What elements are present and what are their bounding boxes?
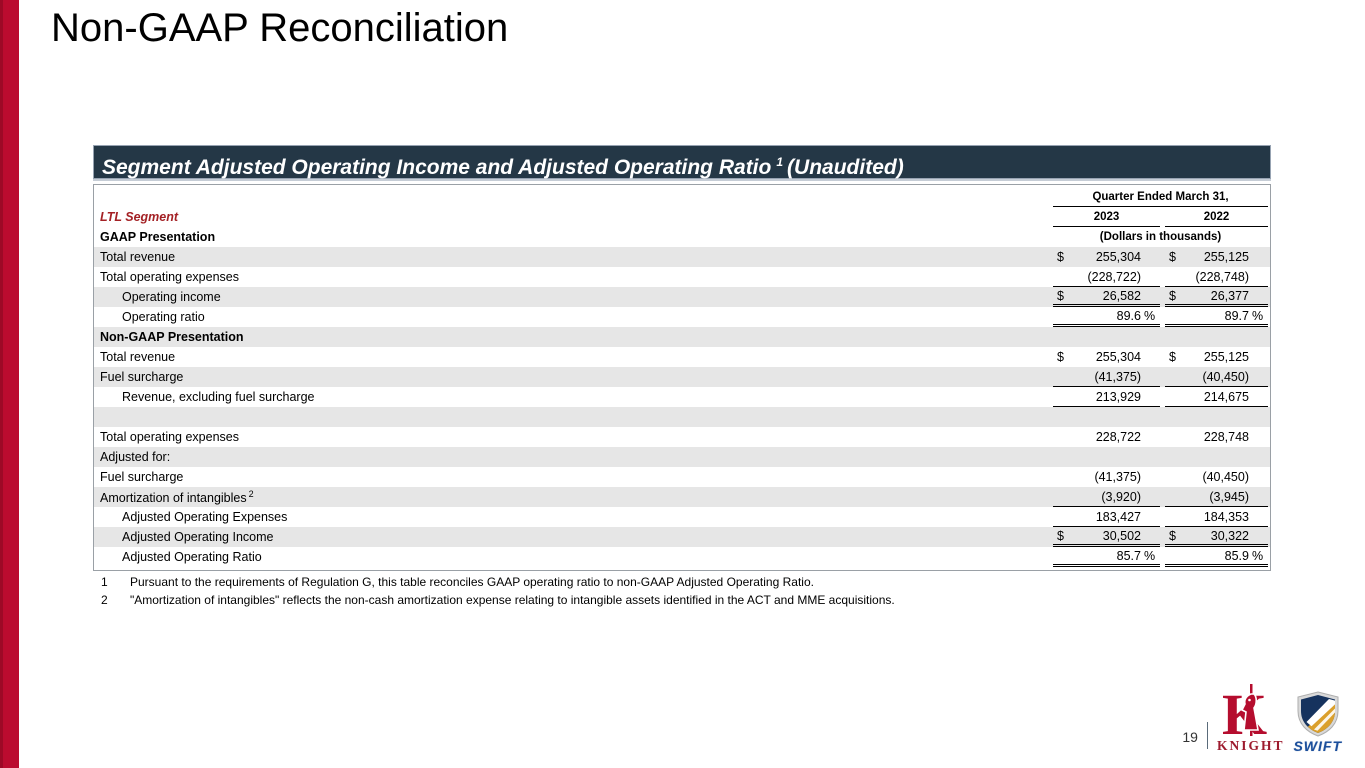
cell-2022	[1165, 327, 1268, 347]
table-row: Total revenue $255,304 $255,125	[94, 247, 1270, 267]
cell-2023: 183,427	[1053, 507, 1160, 527]
knight-logo: K KNIGHT	[1217, 684, 1285, 754]
cell-2022: 228,748	[1203, 430, 1249, 444]
table-row: Adjusted for:	[94, 447, 1270, 467]
row-label: Non-GAAP Presentation	[100, 330, 244, 344]
cell-2022: $30,322	[1165, 527, 1268, 547]
row-label: Operating ratio	[122, 310, 205, 324]
table-row: Adjusted Operating Ratio 85.7% 85.9%	[94, 547, 1270, 567]
knight-icon: K	[1222, 684, 1267, 740]
reconciliation-table: Segment Adjusted Operating Income and Ad…	[93, 145, 1271, 571]
cell-2023: (41,375)	[1053, 367, 1160, 387]
cell-2023: (228,722)	[1053, 267, 1160, 287]
table-row: Operating ratio 89.6% 89.7%	[94, 307, 1270, 327]
swift-shield-icon	[1297, 691, 1339, 737]
table-row	[94, 407, 1270, 427]
cell-2023: (3,920)	[1053, 487, 1160, 507]
page-title: Non-GAAP Reconciliation	[51, 6, 509, 50]
cell-2022	[1165, 447, 1268, 467]
table-row: Operating income $26,582 $26,377	[94, 287, 1270, 307]
cell-2022: $26,377	[1165, 287, 1268, 307]
col-header-2023: 2023	[1053, 207, 1160, 227]
row-label: Adjusted Operating Ratio	[122, 550, 262, 564]
cell-2022: $255,125	[1169, 350, 1249, 364]
banner-text: Segment Adjusted Operating Income and Ad…	[102, 156, 772, 179]
cell-2023: 213,929	[1053, 387, 1160, 407]
cell-2022: 214,675	[1165, 387, 1268, 407]
cell-2022: (3,945)	[1165, 487, 1268, 507]
cell-2022: 184,353	[1165, 507, 1268, 527]
cell-2022: (228,748)	[1165, 267, 1268, 287]
col-header-2022: 2022	[1165, 207, 1268, 227]
units-note: (Dollars in thousands)	[1099, 231, 1222, 243]
left-accent-bar	[0, 0, 19, 768]
row-label: Total revenue	[100, 350, 176, 364]
table-row: Fuel surcharge (41,375) (40,450)	[94, 367, 1270, 387]
table-header-row-years: LTL Segment 2023 2022	[94, 207, 1270, 227]
table-header-row-group: Quarter Ended March 31,	[94, 187, 1270, 207]
row-label: Fuel surcharge	[100, 470, 184, 484]
cell-2022: 89.7%	[1165, 307, 1268, 327]
row-label: Adjusted for:	[100, 450, 171, 464]
footnote-text: "Amortization of intangibles" reflects t…	[130, 592, 895, 607]
footnote: 2 "Amortization of intangibles" reflects …	[97, 592, 1197, 610]
cell-2022: (40,450)	[1165, 367, 1268, 387]
row-label: Total operating expenses	[100, 430, 239, 444]
footnote-text: Pursuant to the requirements of Regulati…	[130, 575, 814, 589]
cell-2022: 85.9%	[1165, 547, 1268, 567]
banner-footnote-ref: 1	[776, 155, 784, 169]
segment-label: LTL Segment	[100, 210, 179, 224]
cell-2022: $255,125	[1169, 250, 1249, 264]
row-label: Adjusted Operating Income	[122, 530, 274, 544]
row-label: Total revenue	[100, 250, 176, 264]
table-title-banner: Segment Adjusted Operating Income and Ad…	[93, 145, 1271, 179]
row-label: Fuel surcharge	[100, 370, 184, 384]
footnote: 1 Pursuant to the requirements of Regulat…	[97, 574, 1197, 592]
col-header-2023-label: 2023	[1093, 210, 1120, 223]
footnotes: 1 Pursuant to the requirements of Regulat…	[97, 574, 1197, 609]
page-number: 19	[1182, 729, 1198, 745]
table-row: Revenue, excluding fuel surcharge 213,929…	[94, 387, 1270, 407]
footnote-number: 2	[101, 592, 108, 607]
gaap-section-label: GAAP Presentation	[100, 230, 216, 244]
knight-wordmark: KNIGHT	[1216, 738, 1285, 753]
row-label: Adjusted Operating Expenses	[122, 510, 288, 524]
table-row: Fuel surcharge (41,375) (40,450)	[94, 467, 1270, 487]
col-group-header: Quarter Ended March 31,	[1053, 187, 1268, 207]
cell-2022	[1165, 407, 1268, 427]
row-label: Amortization of intangibles 2	[100, 488, 254, 506]
row-label: Revenue, excluding fuel surcharge	[122, 390, 315, 404]
slide-footer: 19 K KNIGHT SWIFT	[1182, 684, 1342, 754]
cell-2023: (41,375)	[1094, 470, 1141, 484]
table-header-row-units: GAAP Presentation (Dollars in thousands)	[94, 227, 1270, 247]
table-row: Adjusted Operating Income $30,502 $30,322	[94, 527, 1270, 547]
table-body: Quarter Ended March 31, LTL Segment 2023…	[93, 184, 1271, 571]
cell-2023	[1053, 407, 1160, 427]
table-row: Total revenue $255,304 $255,125	[94, 347, 1270, 367]
cell-2023: $26,582	[1053, 287, 1160, 307]
table-row: Non-GAAP Presentation	[94, 327, 1270, 347]
cell-2023: $255,304	[1057, 250, 1141, 264]
footer-divider	[1206, 722, 1208, 749]
swift-logo: SWIFT	[1293, 691, 1342, 754]
row-label: Total operating expenses	[100, 270, 239, 284]
cell-2023	[1053, 447, 1160, 467]
cell-2023	[1053, 327, 1160, 347]
cell-2023: 85.7%	[1053, 547, 1160, 567]
cell-2022: (40,450)	[1202, 470, 1249, 484]
swift-wordmark: SWIFT	[1293, 738, 1342, 754]
table-row: Total operating expenses 228,722 228,748	[94, 427, 1270, 447]
cell-2023: $30,502	[1053, 527, 1160, 547]
table-row: Adjusted Operating Expenses 183,427 184,35…	[94, 507, 1270, 527]
table-row: Amortization of intangibles 2 (3,920) (3,94…	[94, 487, 1270, 507]
table-row: Total operating expenses (228,722) (228,74…	[94, 267, 1270, 287]
cell-2023: $255,304	[1057, 350, 1141, 364]
footnote-number: 1	[101, 575, 108, 589]
cell-2023: 228,722	[1095, 430, 1141, 444]
col-header-2022-label: 2022	[1203, 210, 1230, 223]
row-label: Operating income	[122, 290, 221, 304]
cell-2023: 89.6%	[1053, 307, 1160, 327]
banner-suffix: (Unaudited)	[787, 156, 904, 179]
